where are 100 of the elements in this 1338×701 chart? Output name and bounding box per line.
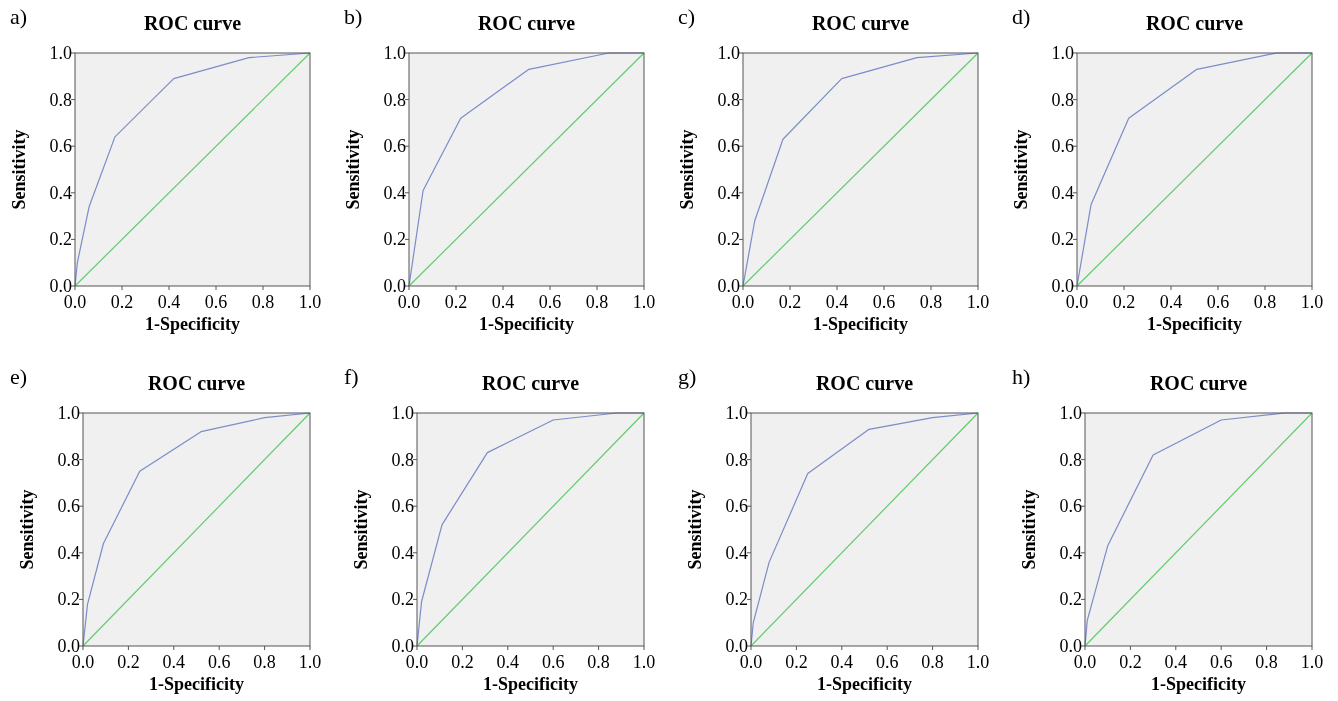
x-tick-label: 0.2	[778, 292, 802, 312]
x-axis-title: 1-Specificity	[145, 314, 240, 334]
y-tick-label: 1.0	[383, 43, 406, 63]
y-tick-label: 0.8	[1051, 89, 1074, 110]
y-tick-label: 0.0	[1051, 276, 1074, 296]
y-tick-label: 0.4	[391, 542, 414, 563]
y-tick-label: 0.6	[57, 496, 80, 517]
chart-title: ROC curve	[477, 12, 576, 34]
y-tick-label: 0.2	[725, 589, 748, 610]
x-tick-label: 0.4	[491, 292, 515, 312]
x-tick-label: 0.2	[451, 652, 474, 672]
x-tick-label: 0.6	[204, 292, 228, 312]
x-tick-label: 0.8	[253, 652, 276, 672]
x-axis-title: 1-Specificity	[149, 674, 244, 694]
x-tick-label: 1.0	[298, 292, 322, 312]
x-axis-title: 1-Specificity	[479, 314, 574, 334]
y-tick-label: 0.2	[1059, 589, 1082, 610]
y-tick-label: 1.0	[1059, 403, 1082, 423]
y-tick-label: 0.8	[49, 89, 72, 110]
y-tick-label: 0.6	[391, 496, 414, 517]
line-series	[408, 52, 645, 287]
chart-title: ROC curve	[143, 12, 242, 34]
y-tick-label: 1.0	[49, 43, 72, 63]
y-tick-label: 0.6	[725, 496, 748, 517]
y-tick-label: 0.8	[1059, 449, 1082, 470]
text: a)	[10, 4, 28, 29]
y-tick-label: 0.4	[383, 182, 406, 203]
y-axis-title: Sensitivity	[1019, 489, 1039, 570]
x-tick-label: 0.8	[919, 292, 943, 312]
x-tick-label: 0.8	[251, 292, 275, 312]
y-axis-title: Sensitivity	[677, 129, 697, 210]
line-series	[74, 52, 311, 287]
y-tick-label: 0.4	[49, 182, 72, 203]
text: h)	[1012, 364, 1031, 389]
y-axis-title: Sensitivity	[351, 489, 371, 570]
x-tick-label: 0.6	[538, 292, 562, 312]
y-tick-label: 1.0	[725, 403, 748, 423]
y-tick-label: 1.0	[717, 43, 740, 63]
x-tick-label: 0.4	[157, 292, 181, 312]
y-axis-title: Sensitivity	[1011, 129, 1031, 210]
x-tick-label: 0.2	[785, 652, 808, 672]
y-tick-label: 0.2	[383, 229, 406, 250]
x-tick-label: 1.0	[298, 652, 322, 672]
x-tick-label: 1.0	[632, 292, 656, 312]
y-tick-label: 0.2	[1051, 229, 1074, 250]
y-tick-label: 0.6	[49, 136, 72, 157]
y-axis-title: Sensitivity	[17, 489, 37, 570]
text: f)	[344, 364, 359, 389]
x-tick-label: 0.2	[117, 652, 140, 672]
y-axis-title: Sensitivity	[685, 489, 705, 570]
y-tick-label: 0.2	[717, 229, 740, 250]
x-tick-label: 1.0	[1300, 292, 1324, 312]
x-tick-label: 0.8	[921, 652, 944, 672]
x-axis-title: 1-Specificity	[1147, 314, 1242, 334]
x-axis-title: 1-Specificity	[817, 674, 912, 694]
y-tick-label: 0.4	[57, 542, 80, 563]
x-tick-label: 1.0	[632, 652, 656, 672]
x-tick-label: 0.2	[444, 292, 468, 312]
x-tick-label: 0.6	[872, 292, 896, 312]
y-tick-label: 0.0	[383, 276, 406, 296]
x-tick-label: 0.4	[496, 652, 520, 672]
chart-title: ROC curve	[481, 372, 580, 394]
line-series	[750, 412, 979, 647]
line-series	[742, 52, 979, 287]
x-tick-label: 0.8	[1253, 292, 1277, 312]
y-tick-label: 0.6	[383, 136, 406, 157]
x-tick-label: 0.6	[207, 652, 231, 672]
chart-title: ROC curve	[1145, 12, 1244, 34]
y-tick-label: 0.6	[1059, 496, 1082, 517]
x-tick-label: 0.6	[1206, 292, 1230, 312]
line-series	[82, 412, 311, 647]
text: b)	[344, 4, 363, 29]
x-tick-label: 0.8	[587, 652, 610, 672]
y-tick-label: 0.2	[57, 589, 80, 610]
x-tick-label: 1.0	[1300, 652, 1324, 672]
x-tick-label: 1.0	[966, 292, 990, 312]
y-axis-title: Sensitivity	[343, 129, 363, 210]
y-axis-title: Sensitivity	[9, 129, 29, 210]
text: c)	[678, 4, 696, 29]
chart-title: ROC curve	[1149, 372, 1248, 394]
y-tick-label: 0.8	[57, 449, 80, 470]
x-tick-label: 0.4	[830, 652, 854, 672]
y-tick-label: 0.6	[717, 136, 740, 157]
y-tick-label: 0.8	[391, 449, 414, 470]
x-axis-title: 1-Specificity	[483, 674, 578, 694]
text: g)	[678, 364, 697, 389]
x-tick-label: 1.0	[966, 652, 990, 672]
x-axis-title: 1-Specificity	[813, 314, 908, 334]
y-tick-label: 0.0	[717, 276, 740, 296]
y-tick-label: 0.2	[49, 229, 72, 250]
x-tick-label: 0.2	[1119, 652, 1142, 672]
y-tick-label: 0.4	[717, 182, 740, 203]
x-tick-label: 0.4	[825, 292, 849, 312]
x-tick-label: 0.4	[1164, 652, 1188, 672]
chart-title: ROC curve	[147, 372, 246, 394]
x-tick-label: 0.6	[541, 652, 565, 672]
y-tick-label: 0.6	[1051, 136, 1074, 157]
y-tick-label: 1.0	[57, 403, 80, 423]
x-tick-label: 0.8	[585, 292, 609, 312]
x-tick-label: 0.4	[162, 652, 186, 672]
